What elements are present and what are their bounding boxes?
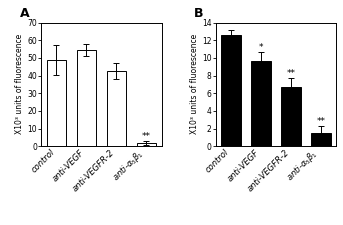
- Bar: [281, 87, 301, 146]
- Bar: [47, 60, 66, 146]
- Text: A: A: [20, 7, 29, 20]
- Text: **: **: [142, 132, 151, 141]
- Bar: [137, 143, 156, 146]
- Text: *: *: [259, 43, 263, 52]
- Bar: [251, 61, 271, 146]
- Bar: [107, 71, 126, 146]
- Bar: [311, 133, 331, 146]
- Text: **: **: [286, 69, 295, 78]
- Bar: [76, 50, 96, 146]
- Y-axis label: X10³ units of fluorescence: X10³ units of fluorescence: [15, 34, 24, 135]
- Text: **: **: [317, 117, 326, 126]
- Y-axis label: X10³ units of fluorescence: X10³ units of fluorescence: [190, 34, 199, 135]
- Bar: [221, 35, 241, 146]
- Text: B: B: [194, 7, 203, 20]
